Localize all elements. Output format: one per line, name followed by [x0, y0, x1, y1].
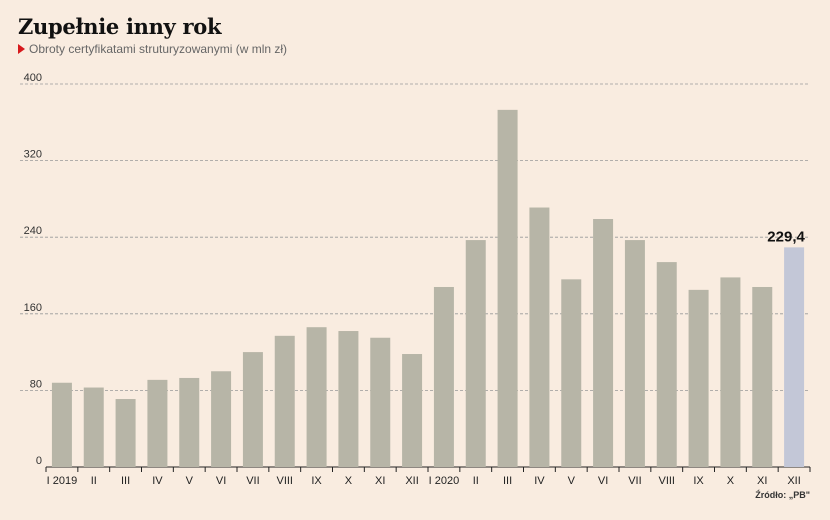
- bar: [242, 352, 263, 467]
- y-tick-label: 320: [24, 149, 42, 161]
- bar: [83, 387, 104, 467]
- bar: [656, 262, 677, 467]
- x-tick-label: XI: [375, 475, 385, 487]
- bar: [402, 354, 423, 467]
- bar: [465, 240, 486, 467]
- x-tick-label: IV: [152, 475, 163, 487]
- y-tick-label: 240: [24, 225, 42, 237]
- x-tick-label: V: [186, 475, 194, 487]
- bar: [561, 279, 582, 467]
- y-tick-label: 400: [24, 72, 42, 84]
- bar: [529, 207, 550, 467]
- x-tick-label: III: [121, 475, 130, 487]
- x-tick-label: V: [568, 475, 576, 487]
- bar: [274, 335, 295, 467]
- x-tick-label: VII: [628, 475, 641, 487]
- x-tick-label: VI: [598, 475, 608, 487]
- bar: [338, 331, 359, 467]
- bar: [433, 286, 454, 467]
- bar: [51, 382, 72, 467]
- x-tick-label: IX: [693, 475, 704, 487]
- bar: [752, 286, 773, 467]
- source-note: Źródło: „PB": [755, 490, 810, 500]
- bar: [211, 371, 232, 467]
- x-tick-label: I 2020: [429, 475, 460, 487]
- bar: [306, 327, 327, 467]
- bar: [624, 240, 645, 467]
- x-tick-label: IX: [311, 475, 322, 487]
- data-label: 229,4: [767, 228, 805, 245]
- bar: [370, 337, 391, 467]
- bar: [720, 277, 741, 467]
- x-tick-label: XII: [405, 475, 418, 487]
- chart-subtitle: Obroty certyfikatami struturyzowanymi (w…: [18, 42, 287, 56]
- x-tick-label: VII: [246, 475, 259, 487]
- chart-title: Zupełnie inny rok: [18, 14, 222, 39]
- bar: [115, 399, 136, 467]
- y-tick-label: 80: [30, 378, 42, 390]
- subtitle-text: Obroty certyfikatami struturyzowanymi (w…: [29, 42, 288, 56]
- x-tick-label: XII: [787, 475, 800, 487]
- x-tick-label: XI: [757, 475, 767, 487]
- bar: [497, 109, 518, 467]
- x-tick-label: X: [727, 475, 735, 487]
- red-triangle-icon: [18, 44, 25, 54]
- bar: [147, 379, 168, 467]
- bar: [784, 247, 805, 467]
- x-tick-label: IV: [534, 475, 545, 487]
- bar: [593, 219, 614, 467]
- x-tick-label: II: [91, 475, 97, 487]
- y-tick-label: 0: [36, 455, 42, 467]
- bar: [179, 377, 200, 467]
- x-tick-label: II: [473, 475, 479, 487]
- x-tick-label: VIII: [276, 475, 293, 487]
- x-tick-label: III: [503, 475, 512, 487]
- bar: [688, 289, 709, 467]
- y-tick-label: 160: [24, 302, 42, 314]
- x-tick-label: VIII: [658, 475, 675, 487]
- x-tick-label: VI: [216, 475, 226, 487]
- x-tick-label: X: [345, 475, 353, 487]
- x-tick-label: I 2019: [47, 475, 78, 487]
